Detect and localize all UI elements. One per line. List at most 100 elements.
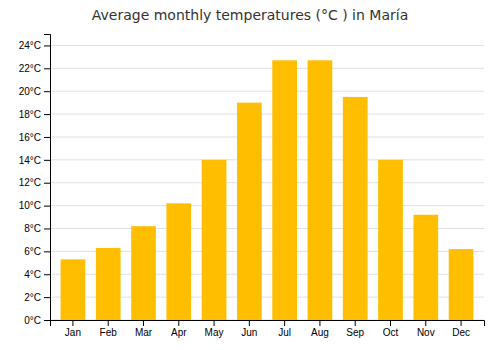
- x-tick: Aug: [311, 320, 329, 338]
- x-tick-mark: [425, 320, 426, 326]
- y-tick-mark: [44, 320, 50, 321]
- x-tick-mark: [284, 320, 285, 326]
- y-tick-label: 22°C: [19, 63, 41, 74]
- y-tick-label: 4°C: [24, 269, 41, 280]
- x-tick-mark: [355, 320, 356, 326]
- x-tick: Jul: [278, 320, 291, 338]
- x-tick: Feb: [100, 320, 118, 338]
- y-tick-mark: [44, 114, 50, 115]
- x-tick-label: Aug: [311, 327, 329, 338]
- bar: [413, 215, 438, 320]
- y-tick-mark: [44, 274, 50, 275]
- grid-line: [50, 205, 484, 206]
- y-tick-label: 6°C: [24, 246, 41, 257]
- y-tick-label: 10°C: [19, 200, 41, 211]
- x-tick: Jun: [241, 320, 257, 338]
- y-tick: 12°C: [19, 177, 50, 188]
- bar: [378, 160, 403, 320]
- bar: [166, 203, 191, 320]
- bar: [96, 248, 121, 320]
- x-tick: Mar: [135, 320, 153, 338]
- y-axis: 0°C 2°C 4°C 6°C 8°C 10°C 12°C 14°C 16°C 18°C 20°C 2…: [19, 35, 51, 326]
- y-tick-label: 8°C: [24, 223, 41, 234]
- x-tick-mark: [178, 320, 179, 326]
- x-tick: Jan: [65, 320, 81, 338]
- grid-line: [50, 91, 484, 92]
- x-tick: May: [205, 320, 224, 338]
- y-tick: 16°C: [19, 132, 50, 143]
- x-tick-mark: [108, 320, 109, 326]
- x-tick-mark: [143, 320, 144, 326]
- y-tick-label: 0°C: [24, 315, 41, 326]
- y-tick: 14°C: [19, 155, 50, 166]
- bar: [449, 249, 474, 320]
- x-tick-label: Jun: [241, 327, 257, 338]
- bar: [272, 60, 297, 320]
- y-tick-label: 12°C: [19, 177, 41, 188]
- y-tick-mark: [44, 183, 50, 184]
- y-tick-label: 14°C: [19, 155, 41, 166]
- x-tick-label: Feb: [100, 327, 118, 338]
- x-tick-label: Sep: [346, 327, 364, 338]
- bars: [61, 60, 474, 320]
- x-tick-mark: [461, 320, 462, 326]
- y-tick: 6°C: [24, 246, 50, 257]
- grid-line: [50, 45, 484, 46]
- y-tick-label: 24°C: [19, 40, 41, 51]
- bar: [343, 97, 368, 320]
- bar: [237, 103, 262, 320]
- y-tick: 2°C: [24, 292, 50, 303]
- y-tick-mark: [44, 251, 50, 252]
- y-tick-mark: [44, 206, 50, 207]
- y-tick-mark: [44, 68, 50, 69]
- x-tick: Sep: [346, 320, 364, 338]
- bar: [61, 259, 86, 320]
- x-tick: Oct: [383, 320, 399, 338]
- x-tick-label: May: [205, 327, 224, 338]
- y-tick-mark: [44, 45, 50, 46]
- x-tick-label: Apr: [171, 327, 187, 338]
- bar: [308, 60, 333, 320]
- y-tick-label: 20°C: [19, 86, 41, 97]
- x-tick: Nov: [417, 320, 435, 338]
- y-tick: 8°C: [24, 223, 50, 234]
- x-axis: Jan Feb Mar Apr May Jun Jul Aug Sep Oct Nov Dec: [51, 320, 485, 338]
- grid-line: [50, 114, 484, 115]
- x-tick-mark: [390, 320, 391, 326]
- y-tick: 24°C: [19, 40, 50, 51]
- y-axis-line: [44, 35, 51, 321]
- y-tick: 18°C: [19, 109, 50, 120]
- y-tick: 22°C: [19, 63, 50, 74]
- bar: [131, 226, 156, 320]
- chart: 0°C 2°C 4°C 6°C 8°C 10°C 12°C 14°C 16°C 18°C 20°C 2…: [0, 0, 500, 350]
- grid: [50, 45, 484, 320]
- x-tick-mark: [249, 320, 250, 326]
- y-tick-mark: [44, 297, 50, 298]
- y-tick: 4°C: [24, 269, 50, 280]
- y-tick: 20°C: [19, 86, 50, 97]
- y-tick-label: 2°C: [24, 292, 41, 303]
- grid-line: [50, 136, 484, 137]
- grid-line: [50, 68, 484, 69]
- y-tick-label: 18°C: [19, 109, 41, 120]
- x-tick-label: Jan: [65, 327, 81, 338]
- title: Average monthly temperatures (°C ) in Ma…: [92, 7, 408, 23]
- y-tick-mark: [44, 160, 50, 161]
- x-tick-mark: [319, 320, 320, 326]
- x-tick-mark: [72, 320, 73, 326]
- x-tick-mark: [214, 320, 215, 326]
- y-tick: 0°C: [24, 315, 50, 326]
- plot: 0°C 2°C 4°C 6°C 8°C 10°C 12°C 14°C 16°C 18°C 20°C 2…: [19, 35, 485, 339]
- x-tick-label: Mar: [135, 327, 153, 338]
- x-axis-line: [51, 321, 485, 327]
- x-tick-label: Dec: [452, 327, 470, 338]
- x-tick: Dec: [452, 320, 470, 338]
- x-tick: Apr: [171, 320, 187, 338]
- y-tick-mark: [44, 228, 50, 229]
- y-tick: 10°C: [19, 200, 50, 211]
- y-tick-mark: [44, 91, 50, 92]
- x-tick-label: Jul: [278, 327, 291, 338]
- grid-line: [50, 182, 484, 183]
- x-tick-label: Oct: [383, 327, 399, 338]
- grid-line: [50, 159, 484, 160]
